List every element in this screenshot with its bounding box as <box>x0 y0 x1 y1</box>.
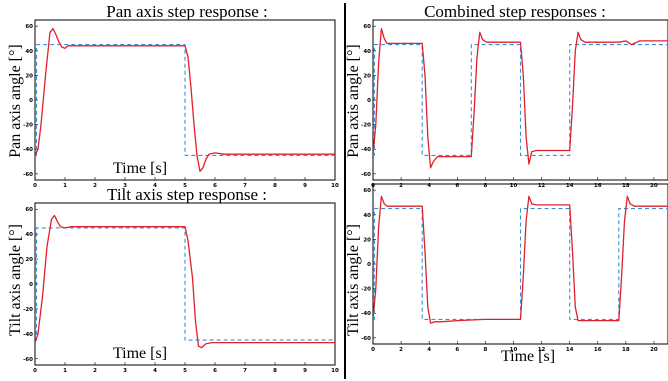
reference-line-pan <box>35 44 335 156</box>
y-tick-label: 0 <box>29 282 33 288</box>
x-tick-label: 8 <box>483 347 487 353</box>
x-tick-label: 1 <box>63 183 67 189</box>
y-tick-label: -40 <box>23 147 33 153</box>
chart-title-combined: Combined step responses : <box>424 2 606 21</box>
x-tick-label: 5 <box>183 368 187 374</box>
y-tick-label: -60 <box>23 357 33 363</box>
x-tick-label: 7 <box>243 183 247 189</box>
x-tick-label: 0 <box>33 183 37 189</box>
y-tick-label: -40 <box>23 332 33 338</box>
y-tick-label: -20 <box>361 287 371 293</box>
x-tick-label: 10 <box>331 183 339 189</box>
response-line-combined-tilt <box>373 195 668 324</box>
x-tick-label: 3 <box>123 183 127 189</box>
x-tick-label: 20 <box>650 183 658 189</box>
reference-line-combined-tilt <box>373 208 668 320</box>
response-line-tilt <box>35 214 335 349</box>
x-tick-label: 0 <box>33 368 37 374</box>
y-tick-label: -20 <box>361 123 371 129</box>
y-tick-label: -20 <box>23 123 33 129</box>
x-tick-label: 10 <box>510 347 518 353</box>
x-tick-label: 4 <box>427 347 431 353</box>
x-tick-label: 4 <box>153 183 157 189</box>
x-tick-label: 3 <box>123 368 127 374</box>
x-tick-label: 12 <box>538 347 546 353</box>
y-tick-label: 40 <box>25 49 33 55</box>
x-tick-label: 20 <box>650 347 658 353</box>
y-tick-label: 60 <box>25 207 33 213</box>
x-tick-label: 16 <box>594 183 602 189</box>
x-tick-label: 1 <box>63 368 67 374</box>
x-tick-label: 18 <box>622 347 630 353</box>
x-tick-label: 6 <box>213 368 217 374</box>
y-tick-label: 20 <box>25 257 33 263</box>
y-tick-label: 0 <box>29 98 33 104</box>
y-axis-label-pan: Pan axis angle [°] <box>7 44 24 157</box>
x-tick-label: 7 <box>243 368 247 374</box>
y-axis-label-combined-pan: Pan axis angle [°] <box>345 44 362 157</box>
y-tick-label: -60 <box>361 336 371 342</box>
plot-tilt: -60 -40 -20 0 20 40 60 0 1 2 3 4 5 6 7 8 9 10 <box>23 202 339 374</box>
x-tick-label: 9 <box>303 183 307 189</box>
reference-line-tilt <box>35 227 335 341</box>
y-tick-label: 40 <box>363 213 371 219</box>
x-tick-label: 4 <box>427 183 431 189</box>
y-axis-label-combined-tilt: Tilt axis angle [°] <box>345 224 362 336</box>
x-tick-label: 0 <box>371 347 375 353</box>
x-tick-label: 5 <box>183 183 187 189</box>
y-axis-label-tilt: Tilt axis angle [°] <box>7 224 24 336</box>
chart-title-tilt: Tilt axis step response : <box>107 185 267 204</box>
x-tick-label: 2 <box>399 183 403 189</box>
plot-pan: -60 -40 -20 0 20 40 60 0 1 2 3 4 5 6 7 8 9 10 <box>23 19 339 189</box>
y-tick-label: 60 <box>363 24 371 30</box>
y-tick-label: -40 <box>361 147 371 153</box>
x-tick-label: 4 <box>153 368 157 374</box>
x-axis-label-combined: Time [s] <box>501 348 555 365</box>
reference-line-combined-pan <box>373 44 668 156</box>
x-tick-label: 18 <box>622 183 630 189</box>
y-tick-label: 20 <box>25 73 33 79</box>
x-tick-label: 2 <box>93 183 97 189</box>
y-tick-label: -20 <box>23 307 33 313</box>
x-tick-label: 8 <box>483 183 487 189</box>
x-axis-label-pan: Time [s] <box>113 160 167 177</box>
x-tick-label: 16 <box>594 347 602 353</box>
y-tick-label: 40 <box>363 49 371 55</box>
y-tick-label: 0 <box>367 98 371 104</box>
y-tick-label: 40 <box>25 232 33 238</box>
x-tick-label: 2 <box>93 368 97 374</box>
x-tick-label: 9 <box>303 368 307 374</box>
x-tick-label: 6 <box>455 347 459 353</box>
x-tick-label: 8 <box>273 183 277 189</box>
y-tick-label: 0 <box>367 262 371 268</box>
x-tick-label: 6 <box>213 183 217 189</box>
y-tick-label: 20 <box>363 237 371 243</box>
response-line-pan <box>35 27 335 173</box>
response-line-combined-pan <box>373 27 668 169</box>
x-tick-label: 2 <box>399 347 403 353</box>
y-tick-label: 20 <box>363 73 371 79</box>
x-tick-label: 12 <box>538 183 546 189</box>
chart-title-pan: Pan axis step response : <box>106 2 267 21</box>
x-axis-label-tilt: Time [s] <box>113 345 167 362</box>
x-tick-label: 14 <box>566 347 574 353</box>
plot-combined-tilt: -60 -40 -20 0 20 40 60 0 2 4 6 8 10 12 14 16 18 20 <box>361 183 668 353</box>
y-tick-label: -40 <box>361 311 371 317</box>
y-tick-label: 60 <box>25 24 33 30</box>
y-tick-label: -60 <box>361 172 371 178</box>
y-tick-label: -60 <box>23 172 33 178</box>
x-tick-label: 6 <box>455 183 459 189</box>
y-tick-label: 60 <box>363 188 371 194</box>
x-tick-label: 14 <box>566 183 574 189</box>
x-tick-label: 10 <box>331 368 339 374</box>
x-tick-label: 10 <box>510 183 518 189</box>
x-tick-label: 8 <box>273 368 277 374</box>
